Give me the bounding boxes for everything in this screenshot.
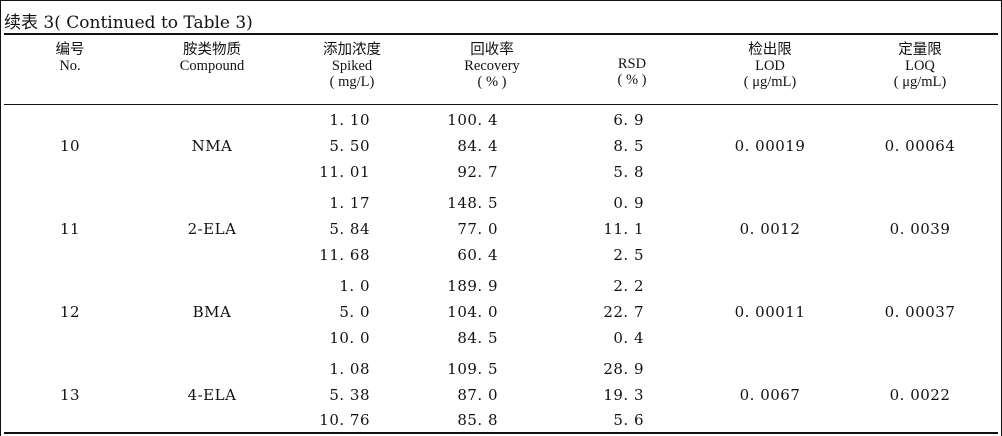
cell-recovery: 84. 4 xyxy=(457,137,498,155)
cell-rsd: 2. 5 xyxy=(613,246,644,264)
header-spiked: 添加浓度 Spiked ( mg/L) xyxy=(300,42,404,90)
table-caption: 续表 3( Continued to Table 3) xyxy=(4,13,253,33)
header-zh: 胺类物质 xyxy=(183,42,241,58)
cell-loq: 0. 0022 xyxy=(889,386,951,404)
header-en: LOQ xyxy=(905,58,935,74)
cell-loq: 0. 0039 xyxy=(889,220,951,238)
header-lod: 检出限 LOD ( μg/mL) xyxy=(715,42,825,90)
header-en: ( % ) xyxy=(617,72,647,88)
cell-recovery: 100. 4 xyxy=(447,111,498,129)
cell-compound: 4-ELA xyxy=(187,386,237,404)
cell-no: 11 xyxy=(59,220,81,238)
cell-recovery: 77. 0 xyxy=(457,220,498,238)
table-frame-top xyxy=(0,0,1002,1)
cell-compound: BMA xyxy=(192,303,232,321)
cell-no: 13 xyxy=(59,386,81,404)
header-unit: ( μg/mL) xyxy=(743,74,797,90)
cell-lod: 0. 0067 xyxy=(739,386,801,404)
cell-lod: 0. 00019 xyxy=(734,137,806,155)
cell-recovery: 189. 9 xyxy=(447,277,498,295)
cell-rsd: 28. 9 xyxy=(603,360,644,378)
cell-recovery: 60. 4 xyxy=(457,246,498,264)
cell-rsd: 22. 7 xyxy=(603,303,644,321)
header-en: Compound xyxy=(179,58,245,74)
cell-spiked: 11. 68 xyxy=(319,246,370,264)
cell-rsd: 0. 4 xyxy=(613,329,644,347)
cell-spiked: 10. 0 xyxy=(329,329,370,347)
cell-lod: 0. 0012 xyxy=(739,220,801,238)
cell-recovery: 84. 5 xyxy=(457,329,498,347)
cell-rsd: 11. 1 xyxy=(603,220,644,238)
cell-recovery: 104. 0 xyxy=(447,303,498,321)
cell-spiked: 1. 17 xyxy=(329,194,370,212)
cell-no: 10 xyxy=(59,137,81,155)
header-recovery: 回收率 Recovery ( % ) xyxy=(440,42,544,90)
header-loq: 定量限 LOQ ( μg/mL) xyxy=(865,42,975,90)
bottom-rule xyxy=(4,432,998,434)
table-frame-left xyxy=(0,0,1,436)
cell-recovery: 87. 0 xyxy=(457,386,498,404)
cell-spiked: 5. 0 xyxy=(339,303,370,321)
header-zh: RSD xyxy=(617,56,647,72)
header-zh: 回收率 xyxy=(470,42,514,58)
cell-rsd: 19. 3 xyxy=(603,386,644,404)
cell-rsd: 2. 2 xyxy=(613,277,644,295)
header-unit: ( μg/mL) xyxy=(893,74,947,90)
header-unit: ( % ) xyxy=(477,74,507,90)
cell-spiked: 1. 0 xyxy=(339,277,370,295)
header-unit: ( mg/L) xyxy=(329,74,375,90)
header-no: 编号 No. xyxy=(30,42,110,74)
header-en: LOD xyxy=(755,58,785,74)
header-rule xyxy=(4,104,998,105)
cell-loq: 0. 00037 xyxy=(884,303,956,321)
cell-rsd: 5. 8 xyxy=(613,163,644,181)
cell-recovery: 92. 7 xyxy=(457,163,498,181)
header-compound: 胺类物质 Compound xyxy=(160,42,264,74)
header-en: Recovery xyxy=(464,58,520,74)
header-zh: 编号 xyxy=(55,42,85,58)
cell-spiked: 11. 01 xyxy=(319,163,370,181)
cell-no: 12 xyxy=(59,303,81,321)
cell-rsd: 5. 6 xyxy=(613,411,644,429)
cell-rsd: 8. 5 xyxy=(613,137,644,155)
header-en: No. xyxy=(59,58,81,74)
cell-recovery: 148. 5 xyxy=(447,194,498,212)
header-zh: 添加浓度 xyxy=(323,42,381,58)
header-en: Spiked xyxy=(331,58,373,74)
top-rule xyxy=(4,33,998,35)
header-zh: 定量限 xyxy=(898,42,942,58)
cell-spiked: 5. 50 xyxy=(329,137,370,155)
cell-compound: NMA xyxy=(191,137,233,155)
cell-spiked: 1. 10 xyxy=(329,111,370,129)
cell-spiked: 10. 76 xyxy=(319,411,370,429)
cell-compound: 2-ELA xyxy=(187,220,237,238)
cell-rsd: 6. 9 xyxy=(613,111,644,129)
cell-loq: 0. 00064 xyxy=(884,137,956,155)
cell-lod: 0. 00011 xyxy=(734,303,806,321)
cell-spiked: 5. 84 xyxy=(329,220,370,238)
cell-recovery: 109. 5 xyxy=(447,360,498,378)
header-rsd: RSD ( % ) xyxy=(580,56,684,88)
cell-spiked: 1. 08 xyxy=(329,360,370,378)
header-zh: 检出限 xyxy=(748,42,792,58)
cell-rsd: 0. 9 xyxy=(613,194,644,212)
cell-recovery: 85. 8 xyxy=(457,411,498,429)
cell-spiked: 5. 38 xyxy=(329,386,370,404)
